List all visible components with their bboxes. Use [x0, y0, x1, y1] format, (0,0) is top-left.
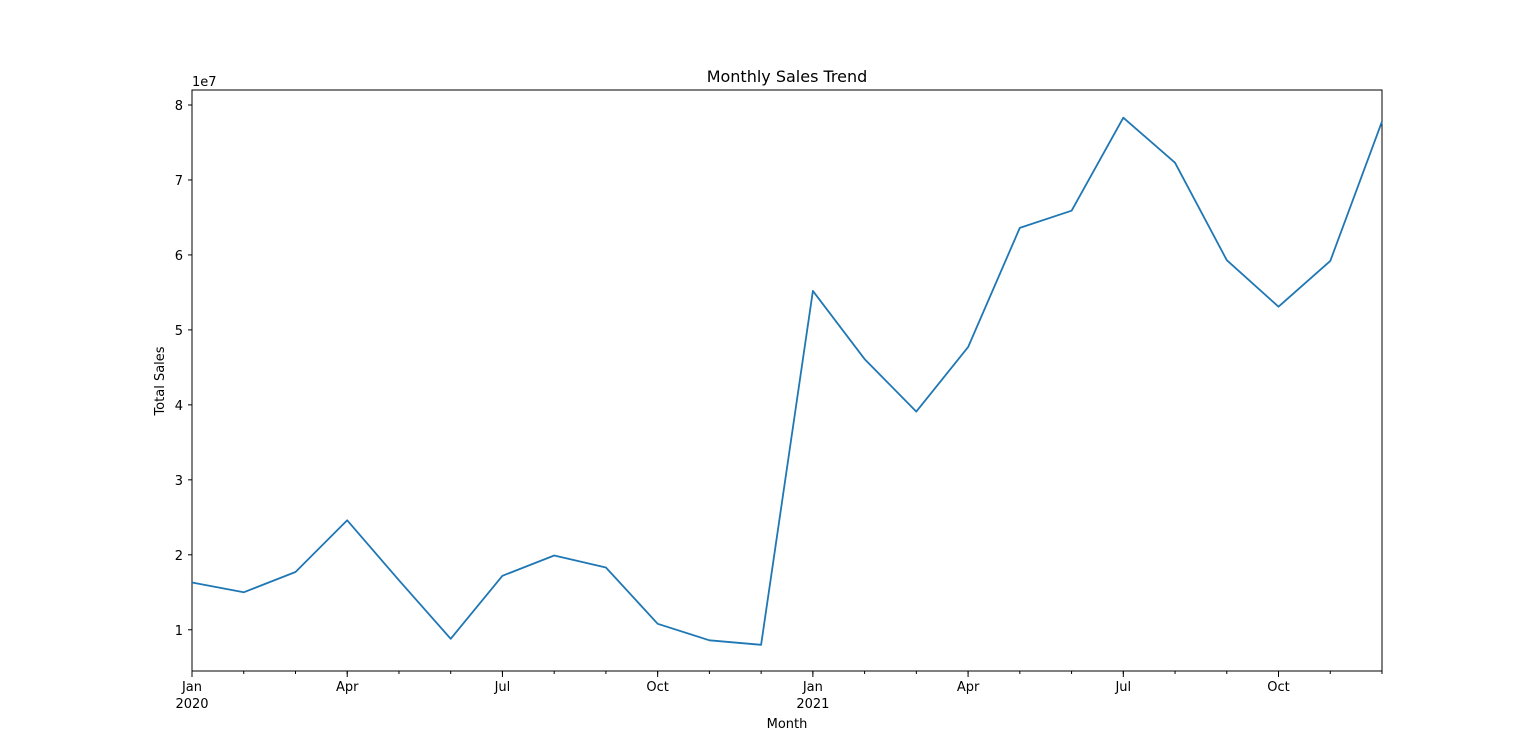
x-tick-label: Jan: [802, 680, 823, 695]
y-axis-label: Total Sales: [153, 346, 168, 416]
y-tick-label: 1: [175, 624, 183, 639]
y-tick-label: 6: [175, 249, 183, 264]
x-tick-label: Jul: [494, 680, 511, 695]
y-tick-label: 7: [175, 174, 183, 189]
x-tick-year-label: 2021: [796, 697, 829, 712]
plot-frame: [191, 89, 1383, 672]
y-tick-label: 4: [175, 399, 183, 414]
y-offset-label: 1e7: [192, 75, 217, 90]
y-tick-label: 8: [175, 99, 183, 114]
x-tick-label: Jul: [1114, 680, 1131, 695]
x-axis-label: Month: [767, 717, 808, 732]
plot-area: 1 2 3 4 5 6 7 8 Jan 2020 Apr Jul Oct Jan 2021 Apr Jul Oct: [175, 89, 1383, 712]
y-tick-label: 2: [175, 549, 183, 564]
x-tick-label: Oct: [646, 680, 668, 695]
x-tick-year-label: 2020: [175, 697, 208, 712]
y-tick-label: 3: [175, 474, 183, 489]
sales-line: [191, 116, 1383, 646]
x-tick-label: Oct: [1267, 680, 1289, 695]
x-tick-label: Apr: [957, 680, 980, 695]
chart-title: Monthly Sales Trend: [707, 67, 868, 86]
x-tick-label: Apr: [336, 680, 359, 695]
x-tick-label: Jan: [181, 680, 202, 695]
y-tick-label: 5: [175, 324, 183, 339]
